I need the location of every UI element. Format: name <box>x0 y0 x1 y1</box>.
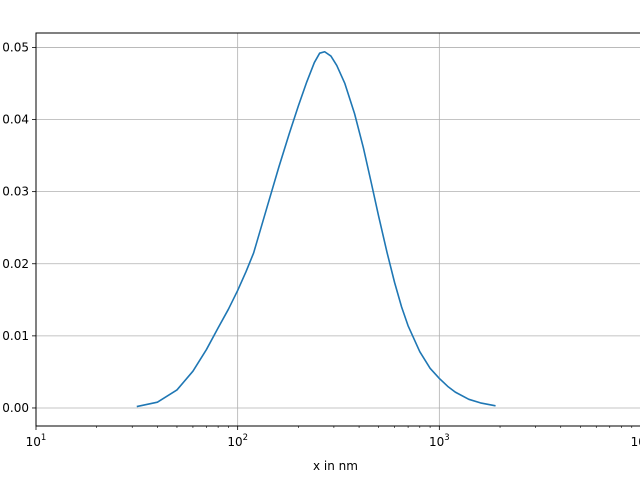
y-tick-label: 0.05 <box>2 40 29 54</box>
series-layer <box>136 50 496 408</box>
x-axis-label: x in nm <box>313 459 358 473</box>
x-tick-label: 104 <box>631 433 640 449</box>
x-tick-label: 102 <box>227 433 248 449</box>
y-axis-ticks: 0.00 0.01 0.02 0.03 0.04 0.05 <box>2 40 36 415</box>
grid <box>35 33 640 426</box>
series-line <box>136 50 496 408</box>
y-tick-label: 0.03 <box>2 185 29 199</box>
y-tick-label: 0.02 <box>2 257 29 271</box>
x-tick-label: 101 <box>26 433 47 449</box>
x-tick-label: 103 <box>429 433 450 449</box>
y-tick-label: 0.04 <box>2 113 29 127</box>
y-tick-label: 0.01 <box>2 329 29 343</box>
plot-area-frame <box>35 32 640 427</box>
y-tick-label: 0.00 <box>2 401 29 415</box>
x-axis-ticks: 101 102 103 104 <box>26 426 640 449</box>
